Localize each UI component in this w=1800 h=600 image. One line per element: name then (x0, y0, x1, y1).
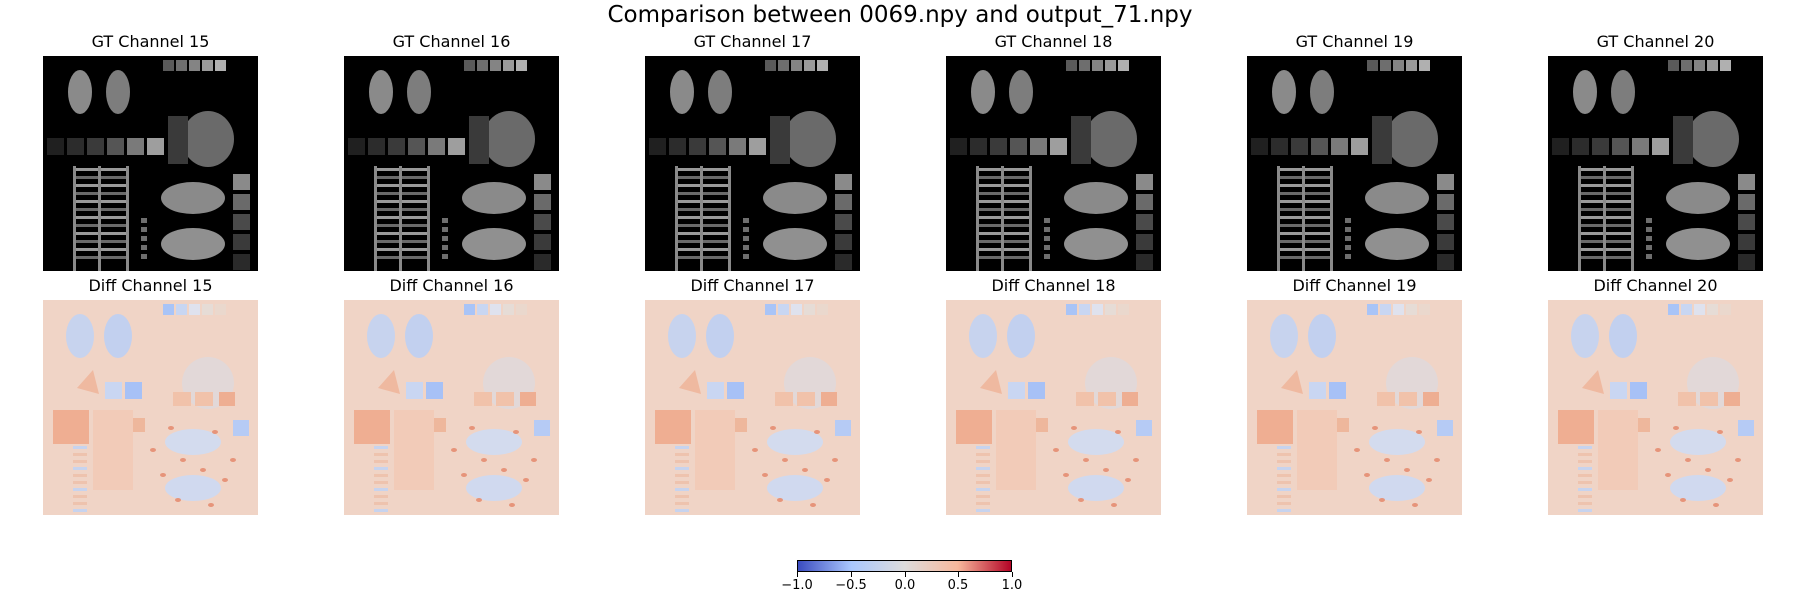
gt-panel-title: GT Channel 19 (1295, 32, 1414, 51)
diff-panel-title: Diff Channel 15 (88, 276, 213, 295)
gt-panel-title: GT Channel 16 (392, 32, 511, 51)
diff-channel-image (43, 300, 258, 515)
gt-channel-image (344, 56, 559, 271)
gt-channel-image (1548, 56, 1763, 271)
colorbar-tick-mark (1012, 572, 1013, 577)
gt-channel-image (645, 56, 860, 271)
colorbar-tick-mark (797, 572, 798, 577)
gt-panel-title: GT Channel 17 (693, 32, 812, 51)
diff-panel-title: Diff Channel 18 (991, 276, 1116, 295)
colorbar-gradient (798, 561, 1011, 571)
diff-channel-image (645, 300, 860, 515)
gt-panel-title: GT Channel 18 (994, 32, 1113, 51)
diff-channel-image (1247, 300, 1462, 515)
diff-panel-title: Diff Channel 20 (1593, 276, 1718, 295)
diff-channel-image (946, 300, 1161, 515)
colorbar-tick-mark (905, 572, 906, 577)
colorbar (797, 560, 1012, 572)
colorbar-tick-label: 0.5 (947, 578, 969, 593)
colorbar-tick-label: −1.0 (781, 578, 813, 593)
colorbar-tick-label: −0.5 (835, 578, 867, 593)
gt-channel-image (43, 56, 258, 271)
diff-channel-image (344, 300, 559, 515)
colorbar-tick-mark (851, 572, 852, 577)
diff-panel-title: Diff Channel 17 (690, 276, 815, 295)
figure-title: Comparison between 0069.npy and output_7… (607, 2, 1193, 28)
gt-panel-title: GT Channel 20 (1596, 32, 1715, 51)
diff-panel-title: Diff Channel 16 (389, 276, 514, 295)
colorbar-tick-label: 1.0 (1001, 578, 1023, 593)
gt-panel-title: GT Channel 15 (91, 32, 210, 51)
gt-channel-image (946, 56, 1161, 271)
colorbar-tick-label: 0.0 (894, 578, 916, 593)
gt-channel-image (1247, 56, 1462, 271)
colorbar-tick-mark (958, 572, 959, 577)
diff-panel-title: Diff Channel 19 (1292, 276, 1417, 295)
diff-channel-image (1548, 300, 1763, 515)
